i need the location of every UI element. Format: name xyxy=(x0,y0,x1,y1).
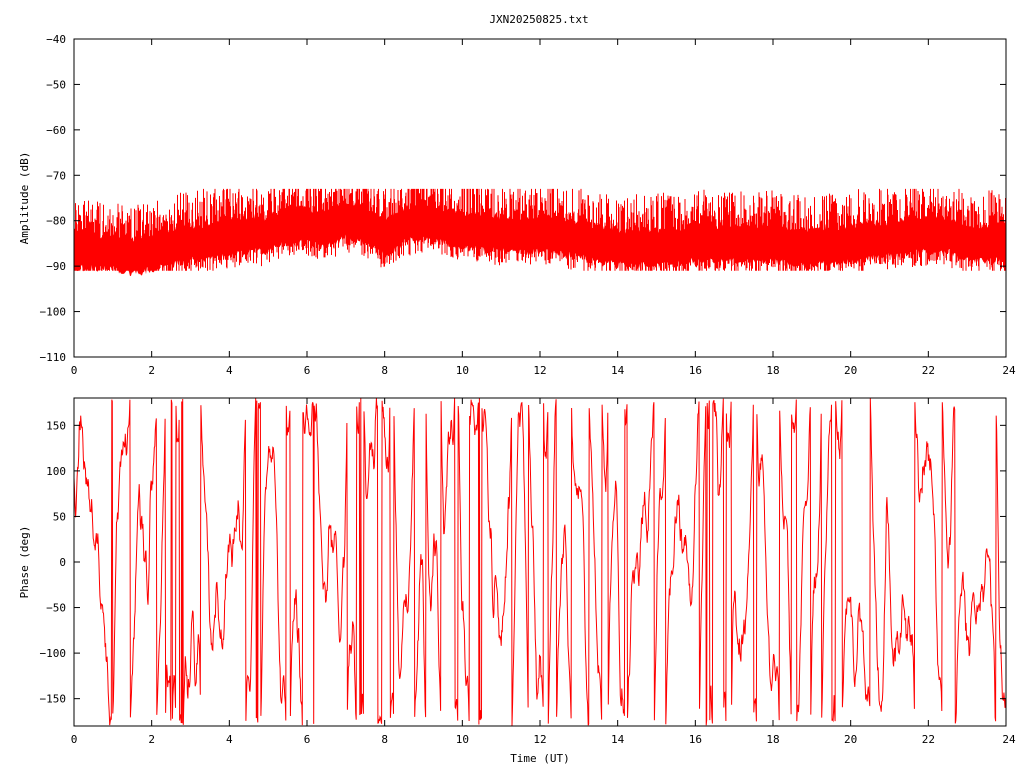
x-tick-label: 0 xyxy=(71,364,78,377)
y-tick-label: 50 xyxy=(53,510,66,523)
y-tick-label: −110 xyxy=(40,351,67,364)
x-tick-label: 20 xyxy=(844,364,857,377)
x-tick-label: 16 xyxy=(689,364,702,377)
amplitude-axis-ticks: 0 2 4 6 8 10 12 14 16 18 20 22 24−110−100−90−80−70−6… xyxy=(40,33,1016,377)
x-tick-label: 12 xyxy=(533,364,546,377)
x-tick-label: 0 xyxy=(71,733,78,746)
y-tick-label: 0 xyxy=(59,556,66,569)
x-tick-label: 24 xyxy=(1002,733,1016,746)
x-tick-label: 16 xyxy=(689,733,702,746)
x-tick-label: 10 xyxy=(456,364,469,377)
phase-y-axis-label: Phase (deg) xyxy=(18,526,31,599)
phase-plot-frame xyxy=(73,397,1007,727)
x-tick-label: 4 xyxy=(226,364,233,377)
x-tick-label: 6 xyxy=(304,733,311,746)
y-tick-label: −50 xyxy=(46,602,66,615)
y-tick-label: −70 xyxy=(46,169,66,182)
x-tick-label: 8 xyxy=(381,733,388,746)
x-tick-label: 22 xyxy=(922,733,935,746)
x-tick-label: 18 xyxy=(766,733,779,746)
x-tick-label: 6 xyxy=(304,364,311,377)
x-tick-label: 10 xyxy=(456,733,469,746)
y-tick-label: 100 xyxy=(46,465,66,478)
y-tick-label: −90 xyxy=(46,260,66,273)
amplitude-series xyxy=(73,188,1007,277)
amplitude-y-axis-label: Amplitude (dB) xyxy=(18,152,31,245)
time-x-axis-label: Time (UT) xyxy=(510,752,570,765)
y-tick-label: −40 xyxy=(46,33,66,46)
x-tick-label: 14 xyxy=(611,364,625,377)
x-tick-label: 12 xyxy=(533,733,546,746)
y-tick-label: −100 xyxy=(40,306,67,319)
x-tick-label: 20 xyxy=(844,733,857,746)
phase-axis-ticks: 0 2 4 6 8 10 12 14 16 18 20 22 24−150−100−5005010015… xyxy=(40,398,1016,746)
phase-panel: 0 2 4 6 8 10 12 14 16 18 20 22 24−150−100−5005010015… xyxy=(18,397,1016,765)
y-tick-label: −150 xyxy=(40,693,67,706)
x-tick-label: 2 xyxy=(148,364,155,377)
x-tick-label: 8 xyxy=(381,364,388,377)
y-tick-label: 150 xyxy=(46,419,66,432)
amplitude-panel: 0 2 4 6 8 10 12 14 16 18 20 22 24−110−100−90−80−70−6… xyxy=(18,33,1016,377)
x-tick-label: 2 xyxy=(148,733,155,746)
amplitude-spikes xyxy=(73,188,1007,271)
phase-series-line xyxy=(73,397,1007,726)
x-tick-label: 18 xyxy=(766,364,779,377)
y-tick-label: −50 xyxy=(46,78,66,91)
y-tick-label: −80 xyxy=(46,215,66,228)
x-tick-label: 24 xyxy=(1002,364,1016,377)
y-tick-label: −60 xyxy=(46,124,66,137)
x-tick-label: 22 xyxy=(922,364,935,377)
y-tick-label: −100 xyxy=(40,647,67,660)
chart-title: JXN20250825.txt xyxy=(489,13,588,26)
x-tick-label: 14 xyxy=(611,733,625,746)
x-tick-label: 4 xyxy=(226,733,233,746)
